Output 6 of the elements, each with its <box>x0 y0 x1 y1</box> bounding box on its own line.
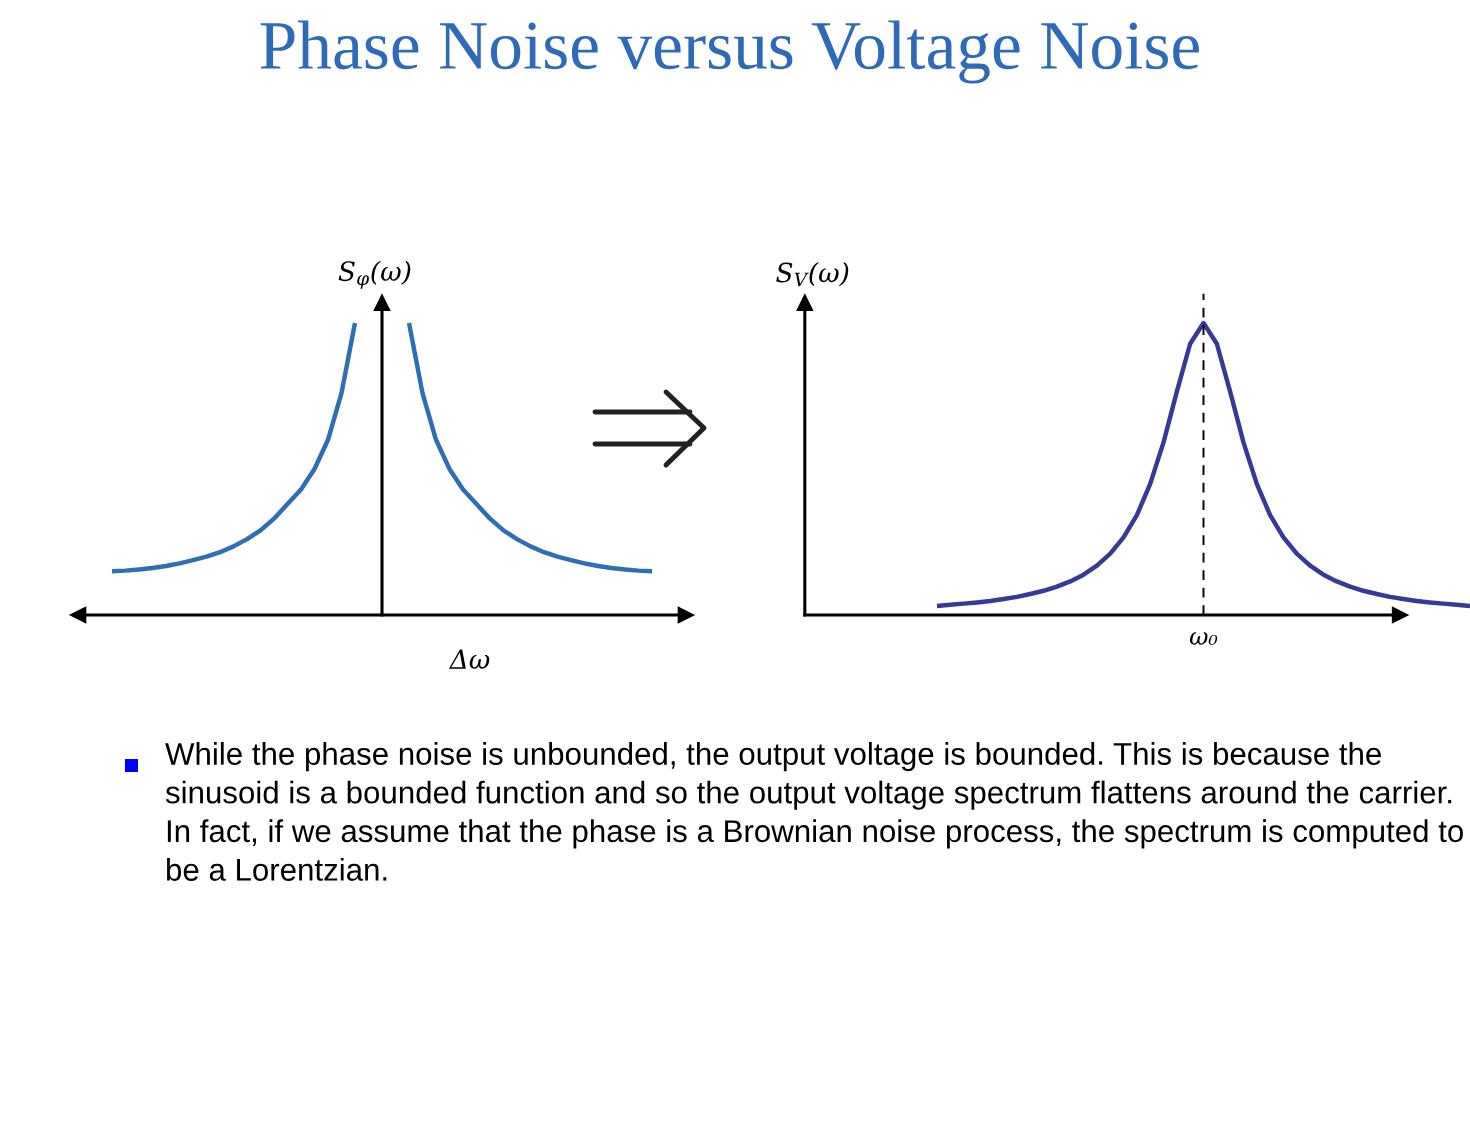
x-axis-title: Δω <box>448 649 490 669</box>
text: While the phase noise is unbounded, the output voltage is bounded. This is because the sinusoid is a bounded function and so the output voltage spectrum flattens around the carrier. In fact, if we assume that the phase is a Brownian noise process, the spectrum is computed to be a Lorentzian. <box>165 742 1463 881</box>
y-axis-title: S$_{φ}$(ω) <box>338 260 411 289</box>
text: ω₀ <box>1189 632 1218 645</box>
chart-title: Phase Noise versus Voltage Noise <box>260 20 1199 84</box>
y-axis-title: S$_{V}$(ω) <box>776 262 849 287</box>
